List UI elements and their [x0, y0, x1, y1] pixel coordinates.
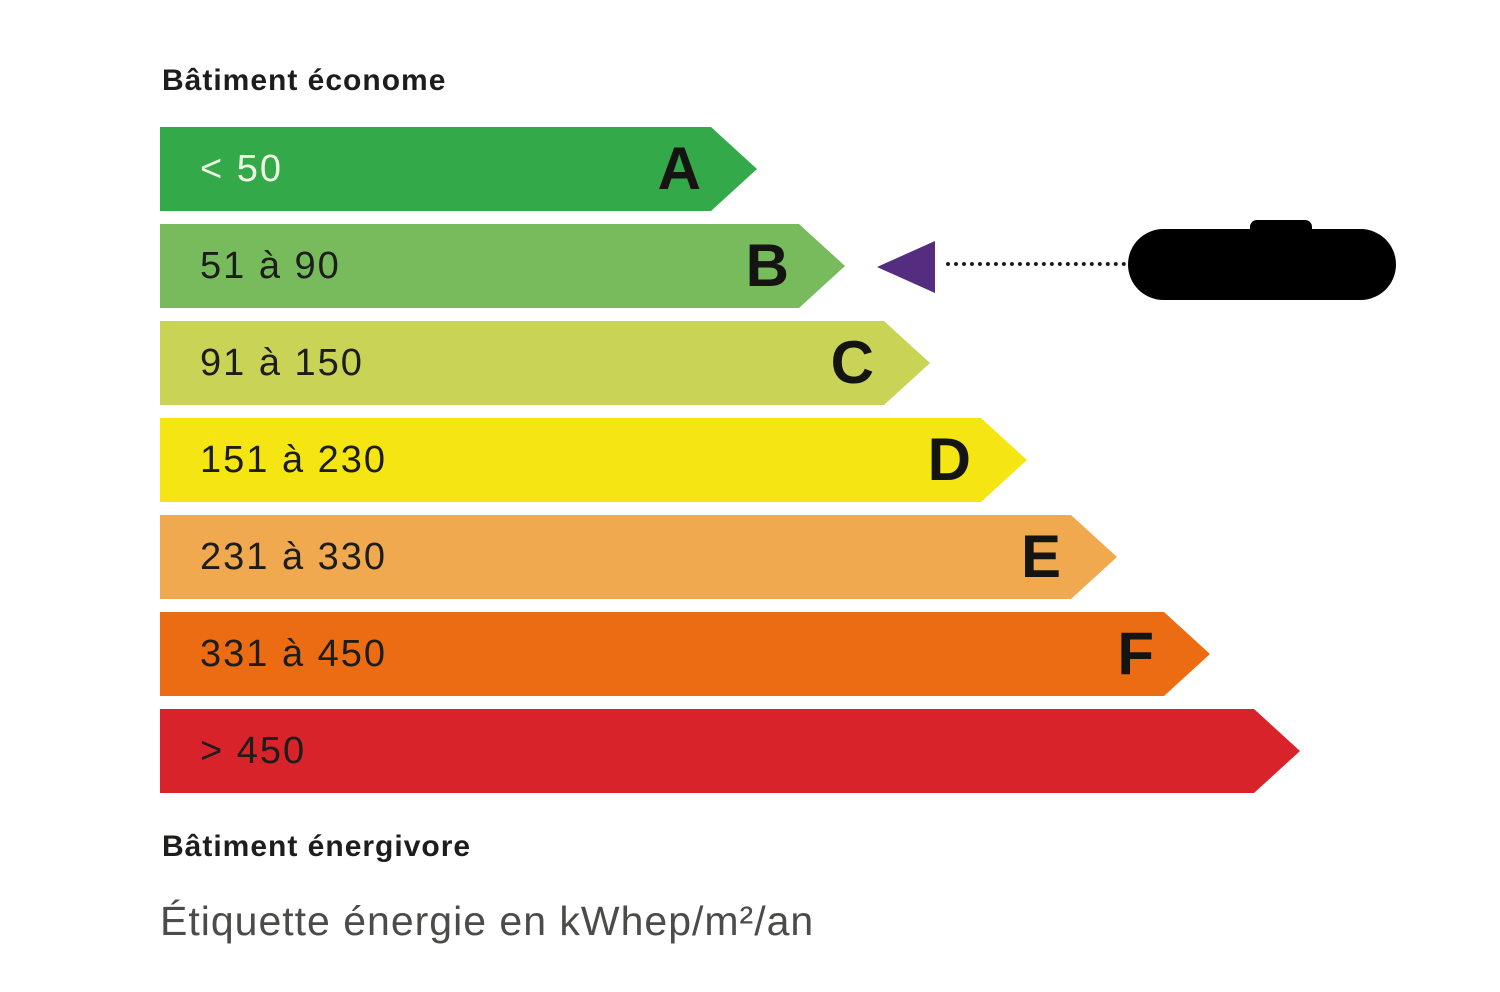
energy-scale: < 50 A 51 à 90 B 91 à 150 C 151 à 230 D …	[160, 127, 1300, 806]
energy-range-label: 231 à 330	[200, 535, 388, 578]
economical-building-label: Bâtiment économe	[162, 64, 447, 97]
class-pointer-arrow-icon	[877, 241, 935, 293]
energy-class-arrow: 151 à 230 D	[160, 418, 1027, 502]
energy-class-row: 51 à 90 B	[160, 224, 1300, 308]
energy-class-arrow: > 450	[160, 709, 1300, 793]
energy-range-label: < 50	[200, 147, 284, 190]
energy-class-arrow: < 50 A	[160, 127, 757, 211]
energy-range-label: 91 à 150	[200, 341, 364, 384]
energy-class-letter: F	[1117, 620, 1154, 687]
energy-class-row: 91 à 150 C	[160, 321, 1300, 405]
energy-class-letter: A	[657, 135, 701, 202]
energy-class-letter: E	[1020, 523, 1061, 590]
energy-class-arrow: 231 à 330 E	[160, 515, 1117, 599]
energy-class-arrow: 331 à 450 F	[160, 612, 1210, 696]
energy-class-row: 151 à 230 D	[160, 418, 1300, 502]
pointer-dotted-line	[946, 262, 1126, 266]
energy-class-arrow: 51 à 90 B	[160, 224, 845, 308]
energy-class-letter: D	[927, 426, 971, 493]
redaction-ink-bump	[1250, 220, 1312, 242]
energy-range-label: 151 à 230	[200, 438, 388, 481]
energy-class-row: > 450	[160, 709, 1300, 793]
energy-class-row: < 50 A	[160, 127, 1300, 211]
energy-intensive-building-label: Bâtiment énergivore	[162, 830, 472, 863]
energy-class-row: 231 à 330 E	[160, 515, 1300, 599]
energy-class-letter: B	[745, 232, 789, 299]
energy-class-row: 331 à 450 F	[160, 612, 1300, 696]
energy-class-letter: C	[830, 329, 874, 396]
energy-class-arrow: 91 à 150 C	[160, 321, 930, 405]
redacted-energy-value	[1128, 220, 1396, 300]
energy-label-caption: Étiquette énergie en kWhep/m²/an	[160, 898, 815, 944]
energy-range-label: > 450	[200, 729, 307, 772]
energy-range-label: 51 à 90	[200, 244, 341, 287]
energy-range-label: 331 à 450	[200, 632, 388, 675]
